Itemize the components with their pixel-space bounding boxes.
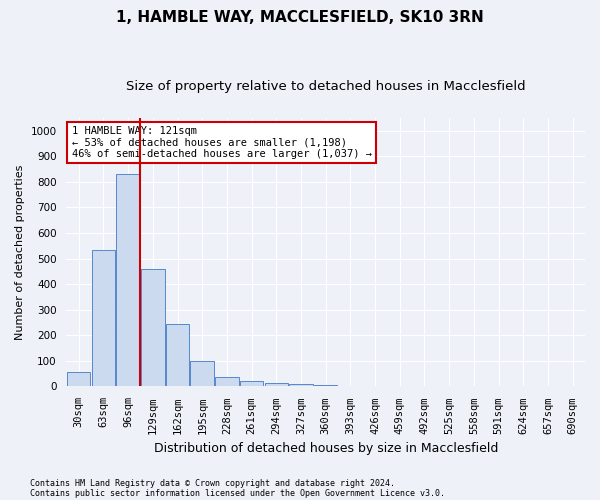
Bar: [67, 372, 91, 386]
Bar: [92, 250, 115, 386]
Bar: [215, 378, 239, 386]
Bar: [141, 268, 164, 386]
Y-axis label: Number of detached properties: Number of detached properties: [15, 164, 25, 340]
Bar: [240, 382, 263, 386]
Bar: [116, 174, 140, 386]
Text: Contains public sector information licensed under the Open Government Licence v3: Contains public sector information licen…: [30, 488, 445, 498]
Text: Contains HM Land Registry data © Crown copyright and database right 2024.: Contains HM Land Registry data © Crown c…: [30, 478, 395, 488]
Title: Size of property relative to detached houses in Macclesfield: Size of property relative to detached ho…: [126, 80, 526, 93]
Bar: [265, 382, 288, 386]
Bar: [314, 385, 337, 386]
Bar: [289, 384, 313, 386]
Text: 1, HAMBLE WAY, MACCLESFIELD, SK10 3RN: 1, HAMBLE WAY, MACCLESFIELD, SK10 3RN: [116, 10, 484, 25]
Bar: [166, 324, 189, 386]
Text: 1 HAMBLE WAY: 121sqm
← 53% of detached houses are smaller (1,198)
46% of semi-de: 1 HAMBLE WAY: 121sqm ← 53% of detached h…: [71, 126, 371, 159]
Bar: [190, 362, 214, 386]
X-axis label: Distribution of detached houses by size in Macclesfield: Distribution of detached houses by size …: [154, 442, 498, 455]
